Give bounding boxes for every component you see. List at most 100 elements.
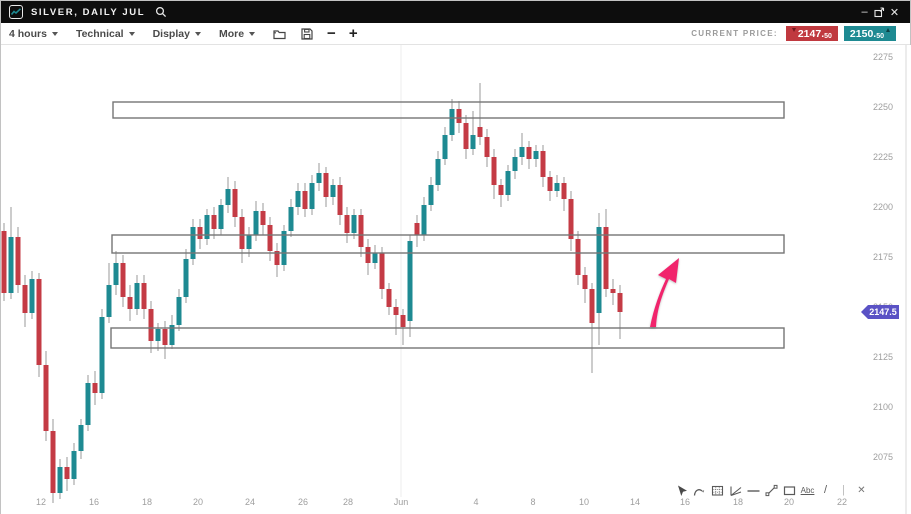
- search-icon[interactable]: [155, 6, 167, 18]
- candle-body: [78, 425, 84, 451]
- candle-body: [575, 239, 581, 275]
- chevron-down-icon: [128, 32, 135, 36]
- x-axis-label: 28: [343, 497, 353, 507]
- candle-body: [36, 279, 42, 365]
- more-dropdown[interactable]: More: [219, 28, 256, 40]
- candle-body: [155, 329, 161, 341]
- candle-body: [393, 307, 399, 315]
- candle-body: [141, 283, 147, 309]
- timeframe-dropdown[interactable]: 4 hours: [9, 28, 58, 40]
- toolbar-divider: |: [842, 484, 845, 496]
- candle-body: [1, 231, 7, 293]
- candle-body: [519, 147, 525, 157]
- candle-body: [344, 215, 350, 233]
- zoom-out-button[interactable]: −: [327, 25, 336, 42]
- candle-body: [421, 205, 427, 235]
- candle-body: [582, 275, 588, 289]
- x-axis-label: 14: [630, 497, 640, 507]
- candle-body: [470, 135, 476, 149]
- display-dropdown[interactable]: Display: [153, 28, 201, 40]
- chart-svg[interactable]: 2275225022252200217521502125210020751012…: [1, 45, 911, 514]
- resistance-zone[interactable]: [112, 101, 785, 119]
- timeframe-dropdown-label: 4 hours: [9, 27, 47, 40]
- candle-body: [43, 365, 49, 431]
- save-icon[interactable]: [301, 27, 313, 40]
- candle-body: [22, 285, 28, 313]
- candle-body: [204, 215, 210, 239]
- close-toolbar-icon[interactable]: ✕: [857, 484, 866, 496]
- close-window-button[interactable]: ✕: [889, 6, 900, 19]
- elbow-arrow-tool-icon[interactable]: [693, 483, 706, 497]
- candle-body: [197, 227, 203, 239]
- candle-body: [603, 227, 609, 289]
- candle-body: [610, 289, 616, 293]
- zoom-in-button[interactable]: +: [348, 25, 358, 42]
- y-axis-label: 2225: [873, 152, 893, 162]
- candle-body: [253, 211, 259, 235]
- candle-body: [533, 151, 539, 159]
- x-axis-label: 8: [530, 497, 535, 507]
- candle-body: [512, 157, 518, 171]
- open-folder-icon[interactable]: [273, 28, 287, 40]
- candle-body: [365, 247, 371, 263]
- candle-body: [246, 235, 252, 249]
- text-tool-icon[interactable]: Abc: [800, 485, 815, 495]
- annotation-arrow[interactable]: [650, 258, 679, 327]
- candle-body: [302, 191, 308, 209]
- candle-body: [50, 431, 56, 493]
- ask-price-sub: 50: [876, 32, 884, 40]
- bid-price-main: 2147.: [797, 27, 825, 40]
- candle-body: [414, 223, 420, 235]
- rectangle-tool-icon[interactable]: [783, 483, 796, 497]
- candle-body: [176, 297, 182, 325]
- candle-body: [428, 185, 434, 205]
- candle-body: [337, 185, 343, 215]
- candle-body: [64, 467, 70, 479]
- candle-body: [568, 199, 574, 239]
- candle-body: [379, 253, 385, 289]
- arrow-down-icon: [791, 28, 796, 32]
- candle-body: [330, 185, 336, 197]
- titlebar: SILVER, DAILY JUL – ✕: [1, 1, 910, 23]
- fan-lines-tool-icon[interactable]: [729, 483, 742, 497]
- slash-tool-icon[interactable]: /: [823, 484, 828, 496]
- price-tag-value: 2147.5: [869, 307, 897, 317]
- current-price-label: CURRENT PRICE:: [691, 29, 778, 38]
- x-axis-label: 16: [89, 497, 99, 507]
- horizontal-line-tool-icon[interactable]: [747, 483, 760, 497]
- y-axis-label: 2125: [873, 352, 893, 362]
- x-axis-label: 26: [298, 497, 308, 507]
- candle-body: [309, 183, 315, 209]
- candle-body: [561, 183, 567, 199]
- price-tag: [861, 305, 899, 319]
- candle-body: [400, 315, 406, 327]
- candle-body: [57, 467, 63, 493]
- technical-dropdown[interactable]: Technical: [76, 28, 135, 40]
- toolbar: 4 hours Technical Display More: [1, 23, 910, 45]
- support-zone[interactable]: [110, 327, 785, 349]
- y-axis-label: 2075: [873, 452, 893, 462]
- candle-body: [547, 177, 553, 191]
- chart-area[interactable]: 2275225022252200217521502125210020751012…: [1, 45, 911, 514]
- candle-body: [491, 157, 497, 185]
- candle-body: [281, 231, 287, 265]
- candle-body: [99, 317, 105, 393]
- x-axis-label: 18: [733, 497, 743, 507]
- popout-button[interactable]: [872, 3, 887, 21]
- trendline-tool-icon[interactable]: [765, 483, 778, 497]
- x-axis-label: 12: [36, 497, 46, 507]
- candle-body: [407, 241, 413, 321]
- pointer-tool-icon[interactable]: [675, 483, 688, 497]
- mid-zone[interactable]: [111, 234, 785, 254]
- candle-body: [274, 251, 280, 265]
- grid-tool-icon[interactable]: [711, 483, 724, 497]
- ask-price-main: 2150.: [849, 27, 877, 40]
- minimize-button[interactable]: –: [861, 6, 868, 18]
- x-axis-label: 10: [579, 497, 589, 507]
- chevron-down-icon: [194, 32, 201, 36]
- app-logo-icon[interactable]: [9, 5, 23, 19]
- candle-body: [267, 225, 273, 251]
- candle-body: [477, 127, 483, 137]
- candle-body: [435, 159, 441, 185]
